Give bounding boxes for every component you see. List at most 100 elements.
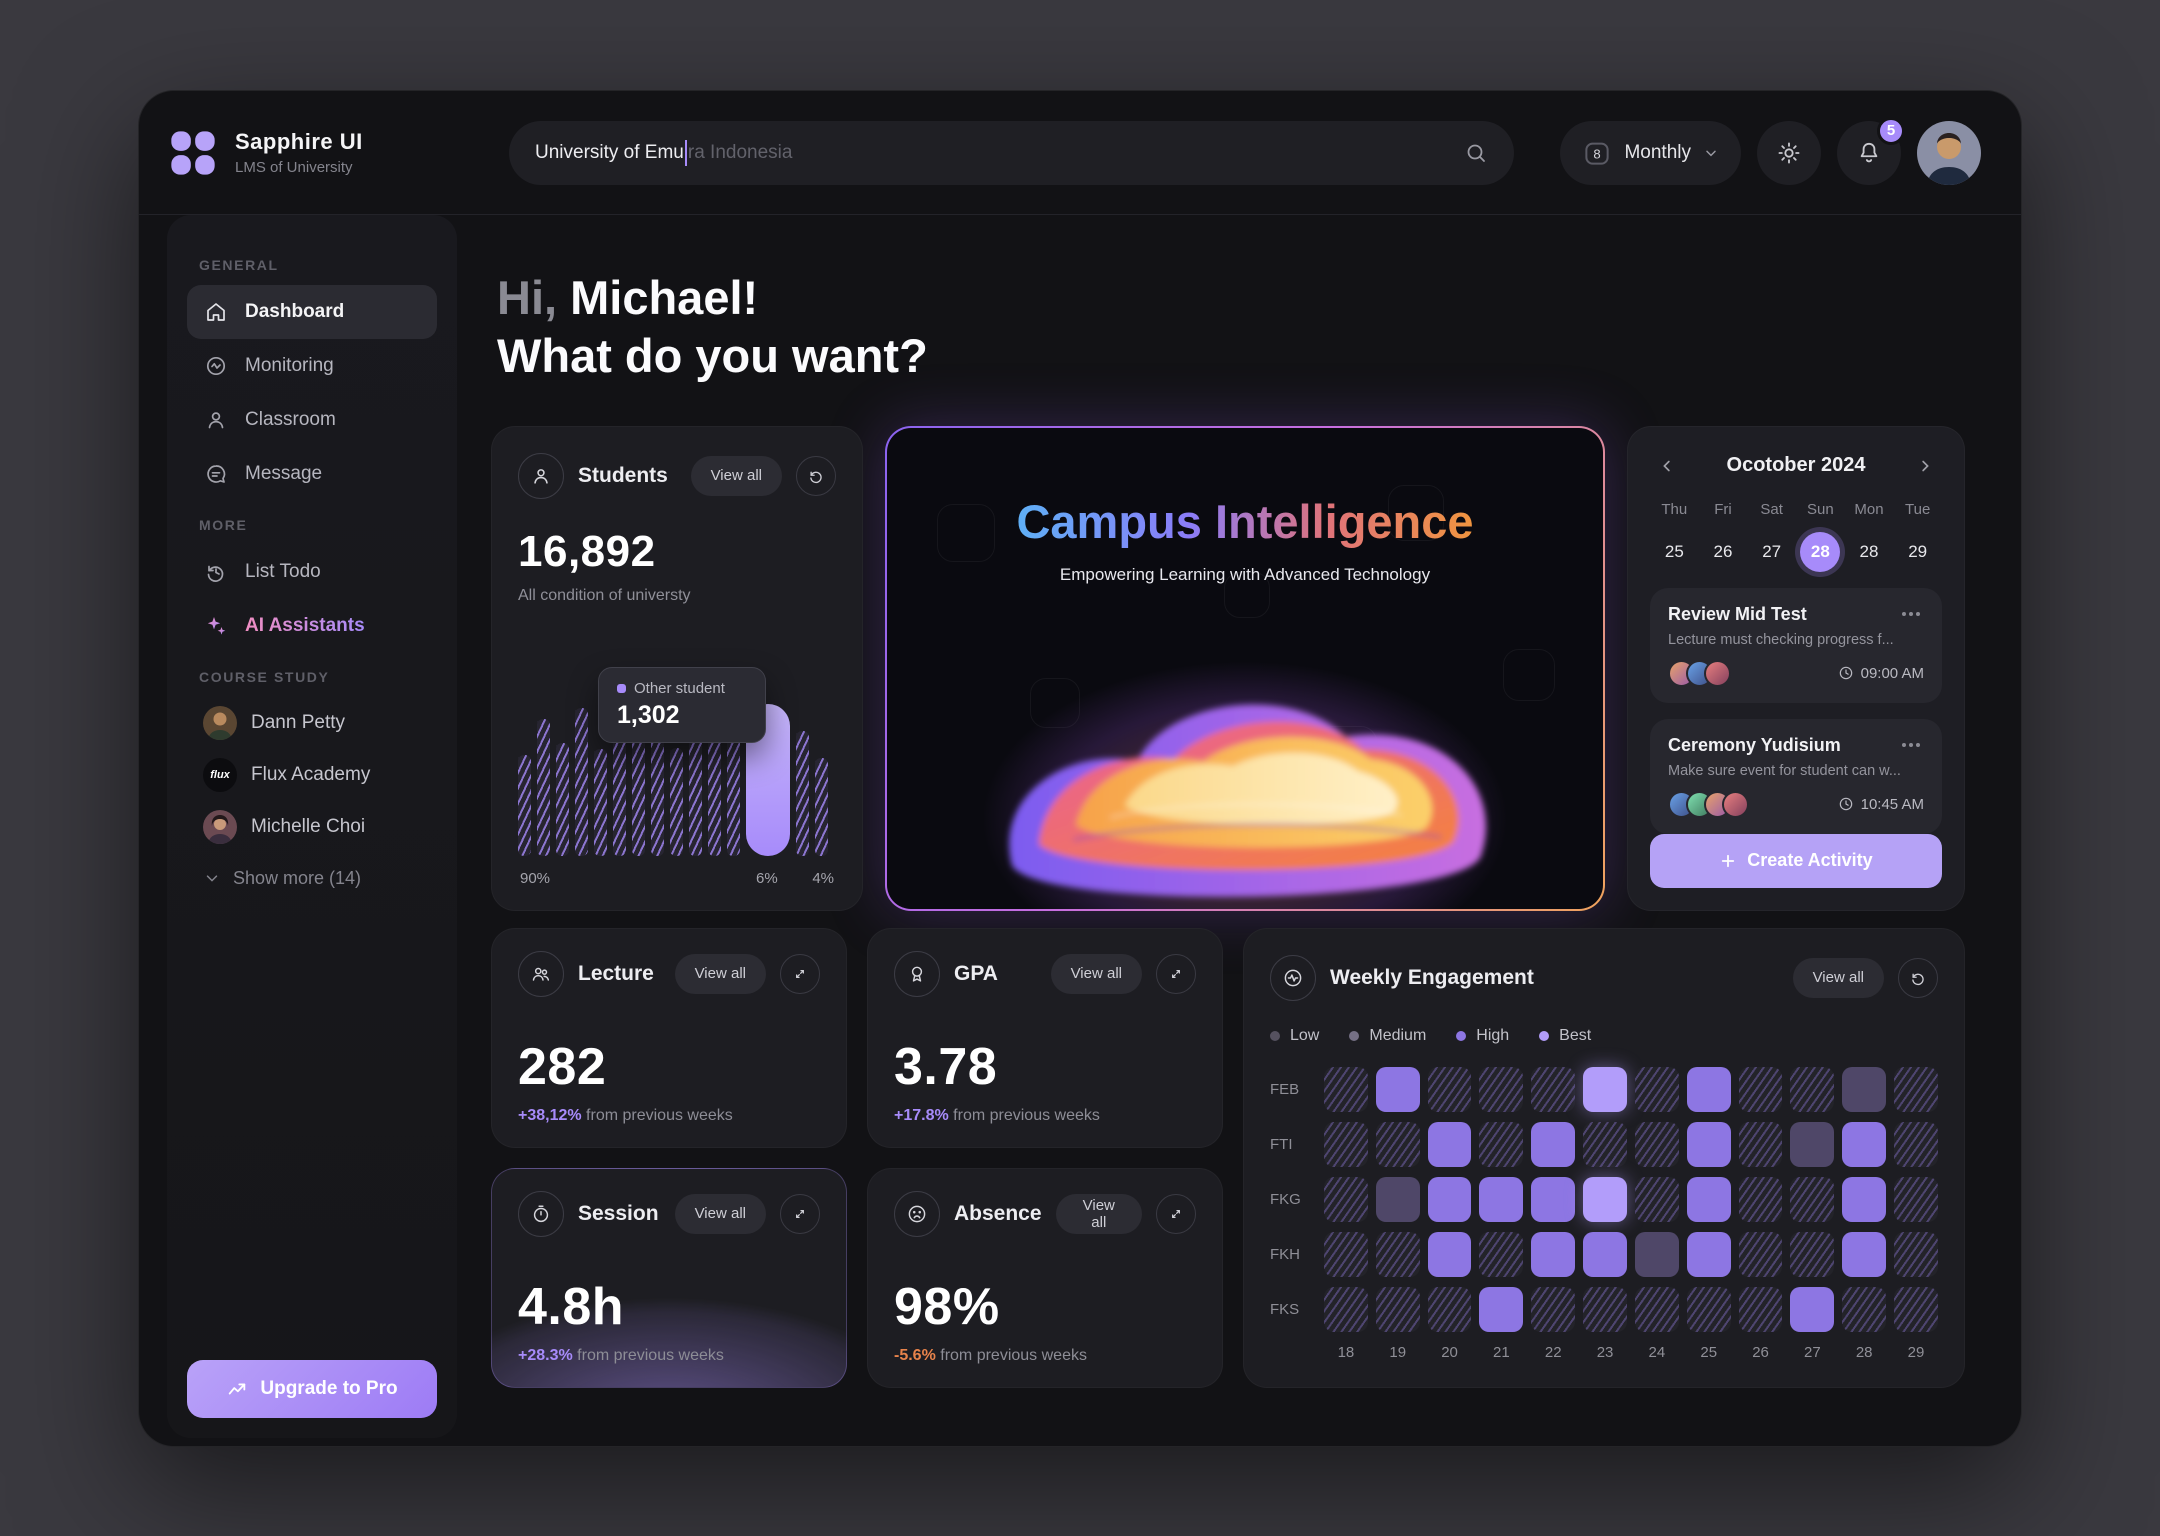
heatmap-cell[interactable]: [1375, 1286, 1420, 1332]
heatmap-cell[interactable]: [1427, 1231, 1472, 1277]
session-expand-button[interactable]: [780, 1193, 820, 1234]
heatmap-cell[interactable]: [1894, 1066, 1938, 1112]
heatmap-cell[interactable]: [1324, 1066, 1368, 1112]
heatmap-cell[interactable]: [1842, 1176, 1887, 1222]
calendar-date[interactable]: 25: [1664, 541, 1684, 561]
heatmap-cell[interactable]: [1634, 1176, 1679, 1222]
heatmap-cell[interactable]: [1842, 1121, 1887, 1167]
heatmap-cell[interactable]: [1583, 1121, 1627, 1167]
heatmap-cell[interactable]: [1375, 1176, 1420, 1222]
create-activity-button[interactable]: Create Activity: [1650, 833, 1942, 888]
event-card-ceremony-yudisium[interactable]: Ceremony Yudisium Make sure event for st…: [1650, 718, 1942, 834]
heatmap-cell[interactable]: [1686, 1176, 1731, 1222]
engagement-view-all-button[interactable]: View all: [1792, 957, 1884, 998]
heatmap-cell[interactable]: [1427, 1286, 1472, 1332]
calendar-date[interactable]: 29: [1908, 541, 1928, 561]
heatmap-cell[interactable]: [1531, 1176, 1576, 1222]
heatmap-cell[interactable]: [1634, 1286, 1679, 1332]
heatmap-cell[interactable]: [1634, 1066, 1679, 1112]
heatmap-cell[interactable]: [1427, 1121, 1472, 1167]
heatmap-cell[interactable]: [1427, 1176, 1472, 1222]
heatmap-cell[interactable]: [1894, 1231, 1938, 1277]
sidebar-item-monitoring[interactable]: Monitoring: [187, 339, 437, 393]
period-dropdown[interactable]: 8 Monthly: [1560, 120, 1741, 185]
sidebar-course-michelle-choi[interactable]: Michelle Choi: [187, 801, 437, 853]
sidebar-item-ai-assistants[interactable]: AI Assistants: [187, 599, 437, 653]
search-input[interactable]: University of Emu ra Indonesia: [509, 120, 1514, 185]
heatmap-cell[interactable]: [1324, 1231, 1368, 1277]
sidebar-course-dann-petty[interactable]: Dann Petty: [187, 697, 437, 749]
heatmap-cell[interactable]: [1583, 1066, 1627, 1112]
students-view-all-button[interactable]: View all: [690, 455, 782, 496]
heatmap-cell[interactable]: [1738, 1066, 1783, 1112]
engagement-refresh-button[interactable]: [1898, 957, 1938, 998]
event-card-review-mid-test[interactable]: Review Mid Test Lecture must checking pr…: [1650, 587, 1942, 703]
heatmap-cell[interactable]: [1531, 1286, 1576, 1332]
heatmap-cell[interactable]: [1479, 1286, 1524, 1332]
heatmap-cell[interactable]: [1427, 1066, 1472, 1112]
heatmap-cell[interactable]: [1479, 1121, 1524, 1167]
session-view-all-button[interactable]: View all: [674, 1193, 766, 1234]
heatmap-cell[interactable]: [1324, 1286, 1368, 1332]
heatmap-cell[interactable]: [1531, 1066, 1576, 1112]
heatmap-cell[interactable]: [1531, 1121, 1576, 1167]
heatmap-cell[interactable]: [1583, 1176, 1627, 1222]
sidebar-item-classroom[interactable]: Classroom: [187, 393, 437, 447]
calendar-prev-button[interactable]: [1650, 449, 1684, 483]
settings-button[interactable]: [1757, 120, 1821, 185]
heatmap-cell[interactable]: [1531, 1231, 1576, 1277]
sidebar-item-list-todo[interactable]: List Todo: [187, 545, 437, 599]
heatmap-cell[interactable]: [1790, 1066, 1835, 1112]
heatmap-cell[interactable]: [1634, 1121, 1679, 1167]
gpa-expand-button[interactable]: [1156, 953, 1196, 994]
heatmap-cell[interactable]: [1790, 1231, 1835, 1277]
heatmap-cell[interactable]: [1738, 1231, 1783, 1277]
heatmap-cell[interactable]: [1375, 1066, 1420, 1112]
calendar-date[interactable]: 27: [1762, 541, 1782, 561]
heatmap-cell[interactable]: [1842, 1286, 1887, 1332]
lecture-expand-button[interactable]: [780, 953, 820, 994]
heatmap-cell[interactable]: [1583, 1286, 1627, 1332]
heatmap-cell[interactable]: [1583, 1231, 1627, 1277]
show-more-button[interactable]: Show more (14): [187, 853, 437, 903]
gpa-view-all-button[interactable]: View all: [1050, 953, 1142, 994]
calendar-date[interactable]: 28: [1859, 541, 1879, 561]
heatmap-cell[interactable]: [1375, 1121, 1420, 1167]
calendar-date-selected[interactable]: 28: [1796, 531, 1845, 572]
heatmap-cell[interactable]: [1790, 1286, 1835, 1332]
heatmap-cell[interactable]: [1842, 1231, 1887, 1277]
event-menu-icon[interactable]: [1898, 739, 1924, 751]
heatmap-cell[interactable]: [1479, 1176, 1524, 1222]
heatmap-cell[interactable]: [1738, 1176, 1783, 1222]
heatmap-cell[interactable]: [1324, 1121, 1368, 1167]
upgrade-to-pro-button[interactable]: Upgrade to Pro: [187, 1360, 437, 1418]
search-icon[interactable]: [1464, 141, 1488, 165]
absence-expand-button[interactable]: [1156, 1193, 1196, 1234]
heatmap-cell[interactable]: [1375, 1231, 1420, 1277]
heatmap-cell[interactable]: [1894, 1176, 1938, 1222]
heatmap-cell[interactable]: [1790, 1176, 1835, 1222]
heatmap-cell[interactable]: [1686, 1066, 1731, 1112]
calendar-next-button[interactable]: [1908, 449, 1942, 483]
heatmap-cell[interactable]: [1479, 1231, 1524, 1277]
heatmap-cell[interactable]: [1842, 1066, 1887, 1112]
absence-view-all-button[interactable]: View all: [1055, 1193, 1142, 1234]
heatmap-cell[interactable]: [1479, 1066, 1524, 1112]
sidebar-course-flux-academy[interactable]: flux Flux Academy: [187, 749, 437, 801]
students-refresh-button[interactable]: [796, 455, 836, 496]
notifications-button[interactable]: 5: [1837, 116, 1905, 185]
heatmap-cell[interactable]: [1738, 1121, 1783, 1167]
heatmap-cell[interactable]: [1686, 1121, 1731, 1167]
lecture-view-all-button[interactable]: View all: [674, 953, 766, 994]
event-menu-icon[interactable]: [1898, 608, 1924, 620]
heatmap-cell[interactable]: [1634, 1231, 1679, 1277]
heatmap-cell[interactable]: [1686, 1231, 1731, 1277]
calendar-date[interactable]: 26: [1713, 541, 1733, 561]
user-avatar[interactable]: [1917, 120, 1981, 185]
heatmap-cell[interactable]: [1894, 1286, 1938, 1332]
heatmap-cell[interactable]: [1894, 1121, 1938, 1167]
heatmap-cell[interactable]: [1686, 1286, 1731, 1332]
sidebar-item-dashboard[interactable]: Dashboard: [187, 285, 437, 339]
heatmap-cell[interactable]: [1324, 1176, 1368, 1222]
heatmap-cell[interactable]: [1790, 1121, 1835, 1167]
